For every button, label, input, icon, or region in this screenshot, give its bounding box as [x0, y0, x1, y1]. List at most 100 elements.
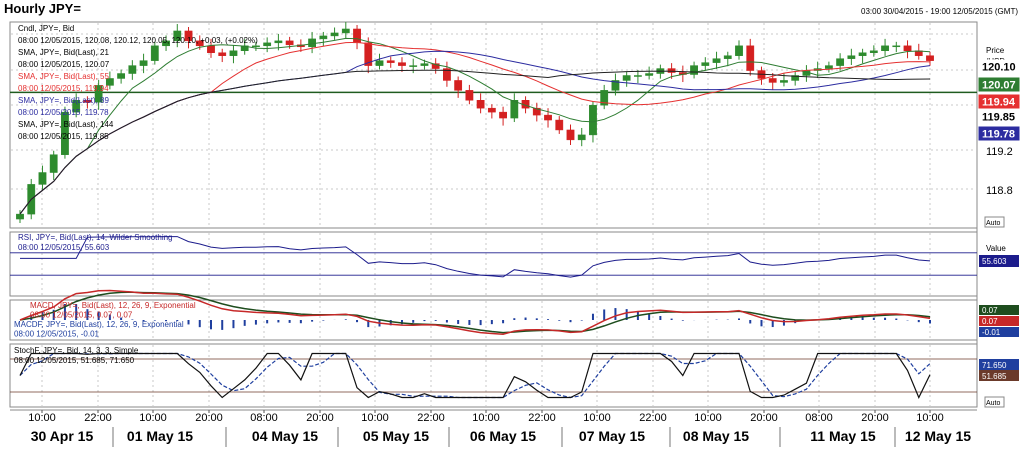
candle-body [150, 45, 159, 61]
time-tick-label: 20:00 [306, 412, 334, 424]
rsi-flag-label: 55.603 [982, 257, 1007, 266]
candle-body [207, 45, 215, 53]
candle-body [487, 107, 496, 113]
time-tick-label: 10:00 [28, 412, 56, 424]
stoch-flag [979, 370, 1019, 381]
legend-text: 08:00 12/05/2015, 51.685, 71.650 [14, 356, 135, 365]
candle-body [690, 65, 698, 75]
price-flag-label: 119.78 [982, 129, 1015, 141]
legend-text: MACDF, JPY=, Bid(Last), 12, 26, 9, Expon… [14, 320, 184, 329]
time-tick-label: 10:00 [583, 412, 611, 424]
candle-body [667, 68, 676, 73]
rsi-panel [9, 231, 978, 297]
sma21-line [19, 37, 931, 215]
macd-flag [979, 327, 1019, 337]
legend-text: MACD, JPY=, Bid(Last), 12, 26, 9, Expone… [30, 301, 196, 310]
legend-text: 08:00 12/05/2015, 119.78 [18, 108, 109, 117]
candle-body [173, 30, 182, 42]
candle-body [926, 55, 934, 61]
candle-body [330, 32, 339, 37]
price-flag [978, 94, 1020, 109]
price-flag-label: 120.10 [982, 62, 1016, 74]
time-tick-label: 10:00 [139, 412, 167, 424]
candle-body [162, 40, 170, 47]
candle-body [600, 90, 609, 106]
candle-body [308, 38, 317, 48]
candle-body [892, 45, 901, 48]
candle-body [791, 75, 800, 81]
time-tick-label: 22:00 [528, 412, 556, 424]
macd-flag [979, 305, 1019, 315]
date-label: 05 May 15 [363, 428, 429, 444]
candle-body [903, 45, 912, 51]
candle-body [16, 213, 24, 220]
auto-scale-button [984, 396, 1005, 408]
auto-scale-label: Auto [986, 220, 1001, 227]
stoch-panel [9, 343, 978, 408]
candle-body [218, 52, 227, 56]
rsi-flag [979, 255, 1019, 267]
legend-text: SMA, JPY=, Bid(Last), 55 [18, 72, 109, 81]
legend-text: RSI, JPY=, Bid(Last), 14, Wilder Smoothi… [18, 233, 173, 242]
candle-body [589, 104, 597, 136]
price-flag [978, 77, 1020, 92]
candle-body [364, 42, 373, 66]
legend-text: SMA, JPY=, Bid(Last), 144 [18, 120, 114, 129]
candle-body [105, 78, 114, 86]
legend-text: 08:00 12/05/2015, 119.85 [18, 132, 109, 141]
candle-body [454, 80, 463, 91]
price-flag-label: 119.85 [982, 112, 1015, 124]
price-tick-label: 118.8 [986, 185, 1013, 197]
candle-body [723, 55, 732, 59]
legend-text: SMA, JPY=, Bid(Last), 21 [18, 48, 109, 57]
candle-body [353, 28, 361, 44]
stoch-k-line [19, 352, 931, 399]
candle-body [701, 62, 710, 66]
candle-body [386, 60, 395, 63]
candle-body [634, 75, 642, 77]
date-label: 11 May 15 [810, 428, 876, 444]
macd-flag [979, 316, 1019, 326]
candle-body [409, 65, 418, 67]
macd-flag-label: 0.07 [982, 317, 998, 326]
legend-text: SMA, JPY=, Bid(Last), 89 [18, 96, 109, 105]
candle-body [263, 42, 272, 47]
candle-body [285, 40, 294, 46]
candle-body [499, 111, 507, 119]
candle-body [712, 58, 721, 63]
candle-body [622, 75, 631, 81]
candle-body [566, 129, 575, 141]
candle-body [746, 45, 755, 71]
value-axis-title: Value [986, 244, 1006, 253]
date-label: 08 May 15 [683, 428, 749, 444]
candle-body [184, 30, 193, 42]
macd-line [19, 289, 931, 335]
candle-body [780, 80, 788, 83]
date-label: 06 May 15 [470, 428, 536, 444]
candle-body [532, 107, 541, 116]
price-flag-label: 120.07 [982, 80, 1016, 92]
date-label: 01 May 15 [127, 428, 193, 444]
time-tick-label: 10:00 [916, 412, 944, 424]
time-tick-label: 20:00 [861, 412, 889, 424]
candle-body [375, 60, 384, 66]
time-tick-label: 22:00 [639, 412, 667, 424]
candle-body [83, 100, 92, 103]
candle-body [465, 90, 474, 101]
auto-scale-button [984, 216, 1005, 228]
candle-body [611, 80, 620, 91]
legend-text: 08:00 12/05/2015, 55.603 [18, 243, 110, 252]
time-tick-label: 22:00 [84, 412, 112, 424]
candle-body [577, 134, 586, 141]
candle-body [117, 73, 126, 79]
date-label: 04 May 15 [252, 428, 318, 444]
price-axis-title: Price [986, 46, 1005, 55]
time-tick-label: 10:00 [472, 412, 500, 424]
candle-body [555, 119, 564, 131]
legend-text: 08:00 12/05/2015, 0.07, 0.07 [30, 311, 133, 320]
price-tick-label: 119.2 [986, 146, 1013, 158]
candle-body [274, 40, 283, 44]
candle-body [341, 28, 350, 34]
time-tick-label: 22:00 [417, 412, 445, 424]
